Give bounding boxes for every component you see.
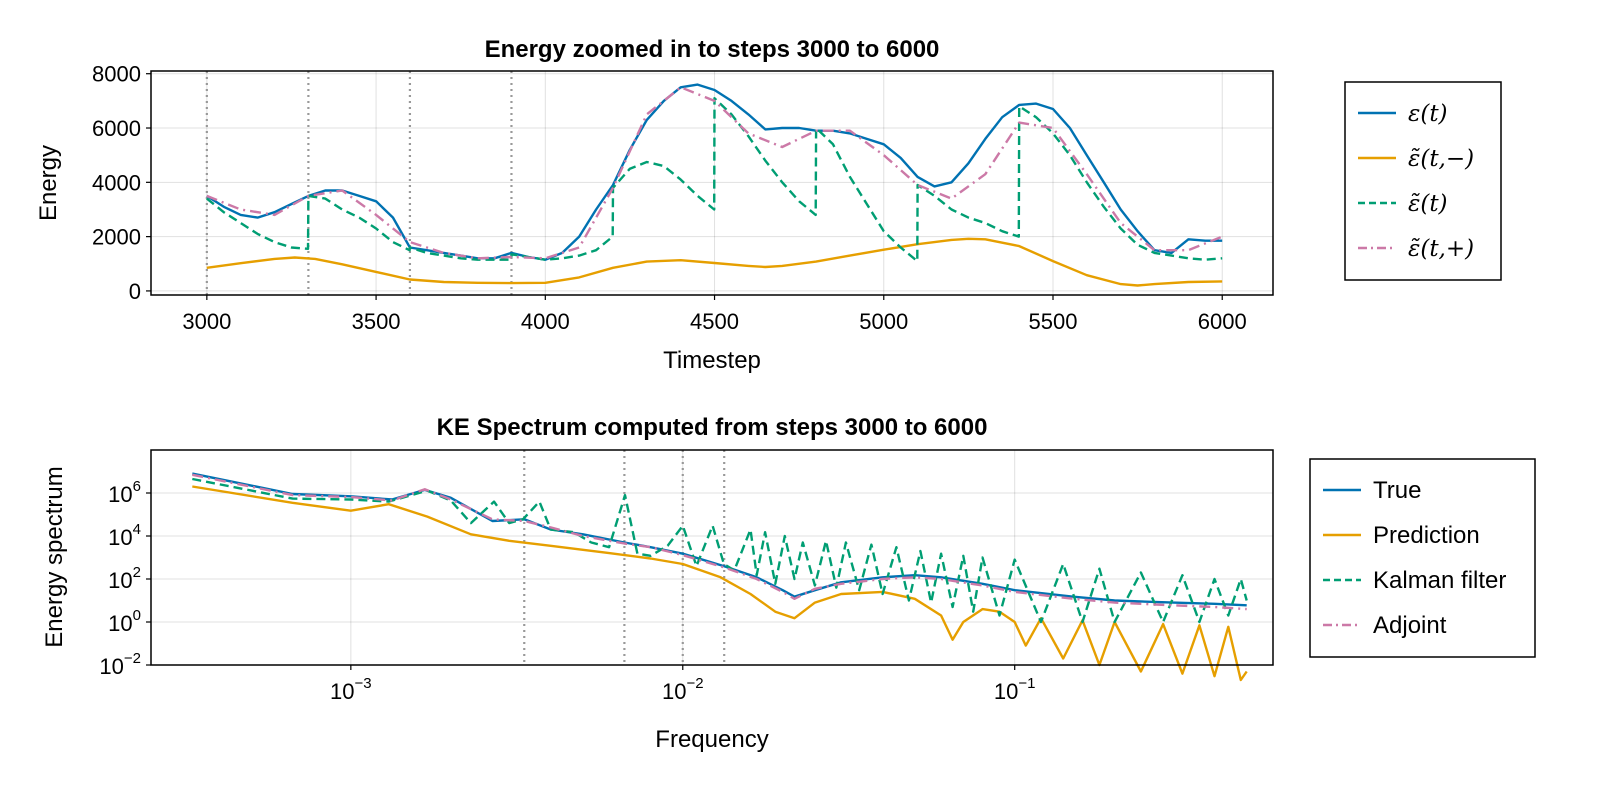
spectrum-series: [192, 472, 1248, 682]
spectrum-series-adjoint: [192, 473, 1247, 611]
spectrum-series-prediction: [192, 485, 1248, 682]
energy-x-tick-label: 5500: [1029, 309, 1078, 334]
energy-chart-title: Energy zoomed in to steps 3000 to 6000: [485, 36, 940, 63]
energy-series-kalman: [206, 96, 1223, 263]
spectrum-y-tick-label: 102: [108, 564, 141, 593]
spectrum-y-tick-base: 10: [108, 525, 132, 550]
energy-x-tick-label: 4000: [521, 309, 570, 334]
spectrum-y-tick-base: 10: [108, 611, 132, 636]
spectrum-chart-title: KE Spectrum computed from steps 3000 to …: [437, 414, 988, 441]
energy-y-tick-label: 0: [129, 279, 141, 304]
energy-y-tick-label: 6000: [92, 116, 141, 141]
spectrum-x-tick-exp: −2: [686, 675, 703, 692]
spectrum-panel: KE Spectrum computed from steps 3000 to …: [41, 414, 1536, 753]
energy-plot-frame: [150, 70, 1274, 296]
energy-x-tick-label: 4500: [690, 309, 739, 334]
energy-x-tick-label: 3000: [182, 309, 231, 334]
energy-tick-labels: 3000 3500 4000 4500 5000 5500 6000 0 2000 4000 600…: [92, 62, 1247, 334]
energy-series-adjoint: [206, 86, 1223, 260]
spectrum-y-tick-label: 10−2: [99, 650, 141, 679]
spectrum-y-axis-label: Energy spectrum: [41, 466, 68, 647]
energy-x-tick-label: 5000: [859, 309, 908, 334]
spectrum-y-tick-exp: 4: [133, 521, 141, 538]
energy-series: [206, 83, 1223, 287]
spectrum-grid: [151, 450, 1273, 666]
energy-legend-label-adjoint: ε̃(t,+): [1408, 236, 1474, 262]
spectrum-x-tick-base: 10: [330, 679, 354, 704]
energy-x-tick-label: 6000: [1198, 309, 1247, 334]
spectrum-legend-label-adjoint: Adjoint: [1373, 612, 1447, 639]
spectrum-legend: True Prediction Kalman filter Adjoint: [1309, 458, 1536, 658]
energy-panel: Energy zoomed in to steps 3000 to 6000 3…: [35, 36, 1502, 374]
energy-x-tick-label: 3500: [352, 309, 401, 334]
spectrum-y-tick-exp: −2: [124, 650, 141, 667]
spectrum-x-tick-base: 10: [994, 679, 1018, 704]
spectrum-series-kalman: [192, 477, 1248, 624]
spectrum-y-tick-exp: 2: [133, 564, 141, 581]
spectrum-y-tick-label: 106: [108, 478, 141, 507]
energy-legend-label-true: ε(t): [1408, 101, 1448, 127]
spectrum-x-tick-label: 10−3: [330, 675, 372, 704]
spectrum-x-tick-label: 10−1: [994, 675, 1036, 704]
energy-legend-label-prediction: ε̃(t,−): [1408, 146, 1474, 172]
energy-y-tick-label: 4000: [92, 170, 141, 195]
energy-y-axis-label: Energy: [35, 145, 62, 221]
spectrum-y-tick-label: 104: [108, 521, 141, 550]
spectrum-x-tick-exp: −1: [1018, 675, 1035, 692]
energy-y-tick-label: 2000: [92, 225, 141, 250]
energy-legend-label-kalman: ε̃(t): [1408, 191, 1448, 217]
spectrum-plot-frame: [150, 449, 1274, 666]
spectrum-x-tick-exp: −3: [355, 675, 372, 692]
spectrum-y-tick-exp: 0: [133, 607, 141, 624]
energy-series-true: [206, 83, 1223, 261]
spectrum-legend-label-true: True: [1373, 477, 1421, 504]
spectrum-x-axis-label: Frequency: [655, 726, 768, 753]
energy-series-prediction: [206, 237, 1223, 287]
energy-legend: ε(t) ε̃(t,−) ε̃(t) ε̃(t,+): [1344, 81, 1502, 281]
spectrum-legend-label-prediction: Prediction: [1373, 522, 1480, 549]
spectrum-legend-label-kalman: Kalman filter: [1373, 567, 1506, 594]
spectrum-y-tick-base: 10: [108, 482, 132, 507]
energy-x-axis-label: Timestep: [663, 347, 761, 374]
energy-y-tick-label: 8000: [92, 62, 141, 87]
spectrum-legend-box: [1309, 458, 1536, 658]
spectrum-y-tick-base: 10: [108, 568, 132, 593]
spectrum-y-tick-exp: 6: [133, 478, 141, 495]
spectrum-x-tick-base: 10: [662, 679, 686, 704]
energy-legend-box: [1344, 81, 1502, 281]
spectrum-y-tick-base: 10: [99, 654, 123, 679]
spectrum-x-tick-label: 10−2: [662, 675, 704, 704]
spectrum-y-tick-label: 100: [108, 607, 141, 636]
